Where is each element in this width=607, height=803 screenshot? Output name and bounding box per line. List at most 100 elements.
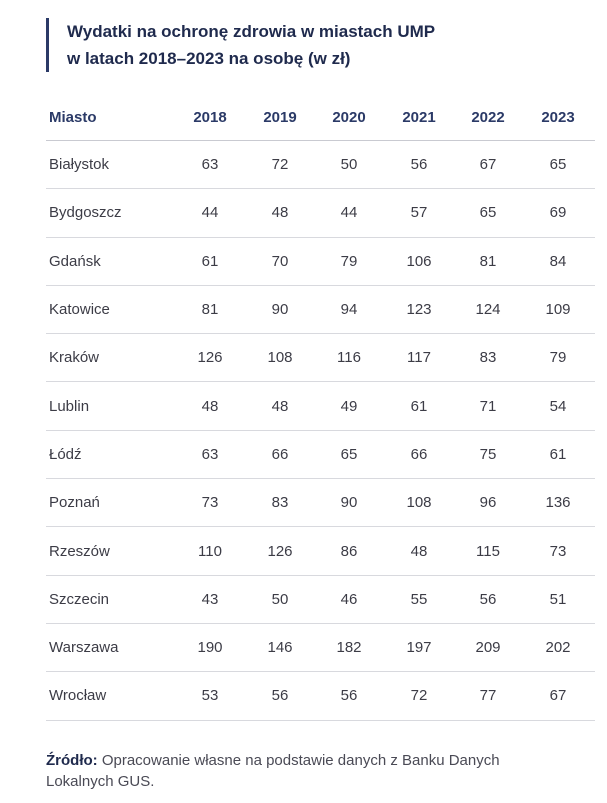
value-cell-2022: 56 (479, 590, 497, 608)
value-cell-2018: 44 (201, 204, 219, 222)
table-row: Rzeszów 110 126 86 48 115 73 (46, 527, 595, 576)
table-title-block: Wydatki na ochronę zdrowia w miastach UM… (46, 18, 566, 72)
value-cell-2019: 66 (271, 445, 289, 463)
value-cell-2022: 81 (479, 252, 497, 270)
value-cell-2021: 123 (406, 301, 432, 319)
table-header-row: Miasto 2018 2019 2020 2021 2022 2023 (46, 94, 595, 141)
header-2020: 2020 (332, 108, 366, 126)
table-row: Gdańsk 61 70 79 106 81 84 (46, 238, 595, 286)
value-cell-2020: 46 (340, 590, 358, 608)
value-cell-2023: 73 (549, 542, 567, 560)
table-row: Białystok 63 72 50 56 67 65 (46, 141, 595, 190)
value-cell-2018: 63 (201, 156, 219, 174)
value-cell-2023: 202 (545, 639, 571, 657)
value-cell-2020: 116 (337, 349, 361, 367)
value-cell-2021: 48 (410, 542, 428, 560)
city-cell: Białystok (49, 156, 110, 174)
value-cell-2019: 50 (271, 590, 289, 608)
city-cell: Rzeszów (49, 542, 110, 560)
city-cell: Lublin (49, 397, 90, 415)
value-cell-2021: 61 (410, 397, 428, 415)
table-row: Warszawa 190 146 182 197 209 202 (46, 624, 595, 673)
header-city: Miasto (49, 108, 97, 126)
value-cell-2022: 67 (479, 156, 497, 174)
value-cell-2023: 65 (549, 156, 567, 174)
value-cell-2019: 126 (267, 542, 293, 560)
city-cell: Bydgoszcz (49, 204, 122, 222)
city-cell: Kraków (49, 349, 100, 367)
value-cell-2022: 96 (479, 494, 497, 512)
value-cell-2019: 90 (271, 301, 289, 319)
table-row: Bydgoszcz 44 48 44 57 65 69 (46, 189, 595, 238)
value-cell-2022: 77 (479, 687, 497, 705)
value-cell-2018: 190 (197, 639, 223, 657)
city-cell: Łódź (49, 445, 82, 463)
value-cell-2021: 72 (410, 687, 428, 705)
data-table: Miasto 2018 2019 2020 2021 2022 2023 Bia… (46, 94, 595, 721)
table-row: Lublin 48 48 49 61 71 54 (46, 382, 595, 431)
header-2023: 2023 (541, 108, 575, 126)
value-cell-2020: 94 (340, 301, 358, 319)
header-2019: 2019 (263, 108, 297, 126)
value-cell-2020: 90 (340, 494, 358, 512)
value-cell-2018: 110 (198, 542, 222, 560)
value-cell-2019: 83 (271, 494, 289, 512)
value-cell-2021: 55 (410, 590, 428, 608)
value-cell-2020: 49 (340, 397, 358, 415)
value-cell-2023: 67 (549, 687, 567, 705)
city-cell: Warszawa (49, 639, 119, 657)
value-cell-2023: 109 (545, 301, 571, 319)
value-cell-2023: 79 (549, 349, 567, 367)
value-cell-2018: 63 (201, 445, 219, 463)
value-cell-2019: 48 (271, 397, 289, 415)
value-cell-2018: 61 (201, 252, 219, 270)
value-cell-2019: 72 (271, 156, 289, 174)
value-cell-2022: 65 (479, 204, 497, 222)
table-row: Szczecin 43 50 46 55 56 51 (46, 576, 595, 624)
header-2018: 2018 (193, 108, 227, 126)
value-cell-2021: 56 (410, 156, 428, 174)
value-cell-2023: 69 (549, 204, 567, 222)
value-cell-2018: 73 (201, 494, 219, 512)
value-cell-2023: 61 (549, 445, 567, 463)
value-cell-2020: 56 (340, 687, 358, 705)
city-cell: Wrocław (49, 687, 107, 705)
value-cell-2023: 136 (545, 494, 571, 512)
header-2021: 2021 (402, 108, 436, 126)
value-cell-2018: 43 (201, 590, 219, 608)
value-cell-2021: 197 (406, 639, 432, 657)
table-row: Poznań 73 83 90 108 96 136 (46, 479, 595, 528)
value-cell-2018: 126 (197, 349, 223, 367)
value-cell-2023: 54 (549, 397, 567, 415)
value-cell-2018: 53 (201, 687, 219, 705)
table-row: Łódź 63 66 65 66 75 61 (46, 431, 595, 480)
title-line-2: w latach 2018–2023 na osobę (w zł) (67, 49, 351, 68)
table-row: Wrocław 53 56 56 72 77 67 (46, 672, 595, 721)
value-cell-2023: 84 (549, 252, 567, 270)
city-cell: Katowice (49, 301, 110, 319)
value-cell-2019: 70 (271, 252, 289, 270)
value-cell-2021: 66 (410, 445, 428, 463)
value-cell-2022: 115 (476, 542, 500, 560)
header-2022: 2022 (471, 108, 505, 126)
table-row: Kraków 126 108 116 117 83 79 (46, 334, 595, 383)
value-cell-2021: 117 (407, 349, 431, 367)
value-cell-2022: 209 (475, 639, 501, 657)
value-cell-2020: 86 (340, 542, 358, 560)
value-cell-2022: 83 (479, 349, 497, 367)
value-cell-2020: 79 (340, 252, 358, 270)
city-cell: Szczecin (49, 590, 110, 608)
city-cell: Poznań (49, 494, 100, 512)
value-cell-2020: 182 (336, 639, 362, 657)
value-cell-2021: 57 (410, 204, 428, 222)
value-cell-2019: 56 (271, 687, 289, 705)
value-cell-2019: 146 (267, 639, 293, 657)
value-cell-2018: 81 (201, 301, 219, 319)
table-row: Katowice 81 90 94 123 124 109 (46, 286, 595, 335)
value-cell-2020: 65 (340, 445, 358, 463)
city-cell: Gdańsk (49, 252, 101, 270)
source-text: Opracowanie własne na podstawie danych z… (46, 752, 500, 790)
value-cell-2021: 106 (406, 252, 432, 270)
source-note: Źródło: Opracowanie własne na podstawie … (46, 750, 566, 792)
value-cell-2022: 124 (475, 301, 501, 319)
